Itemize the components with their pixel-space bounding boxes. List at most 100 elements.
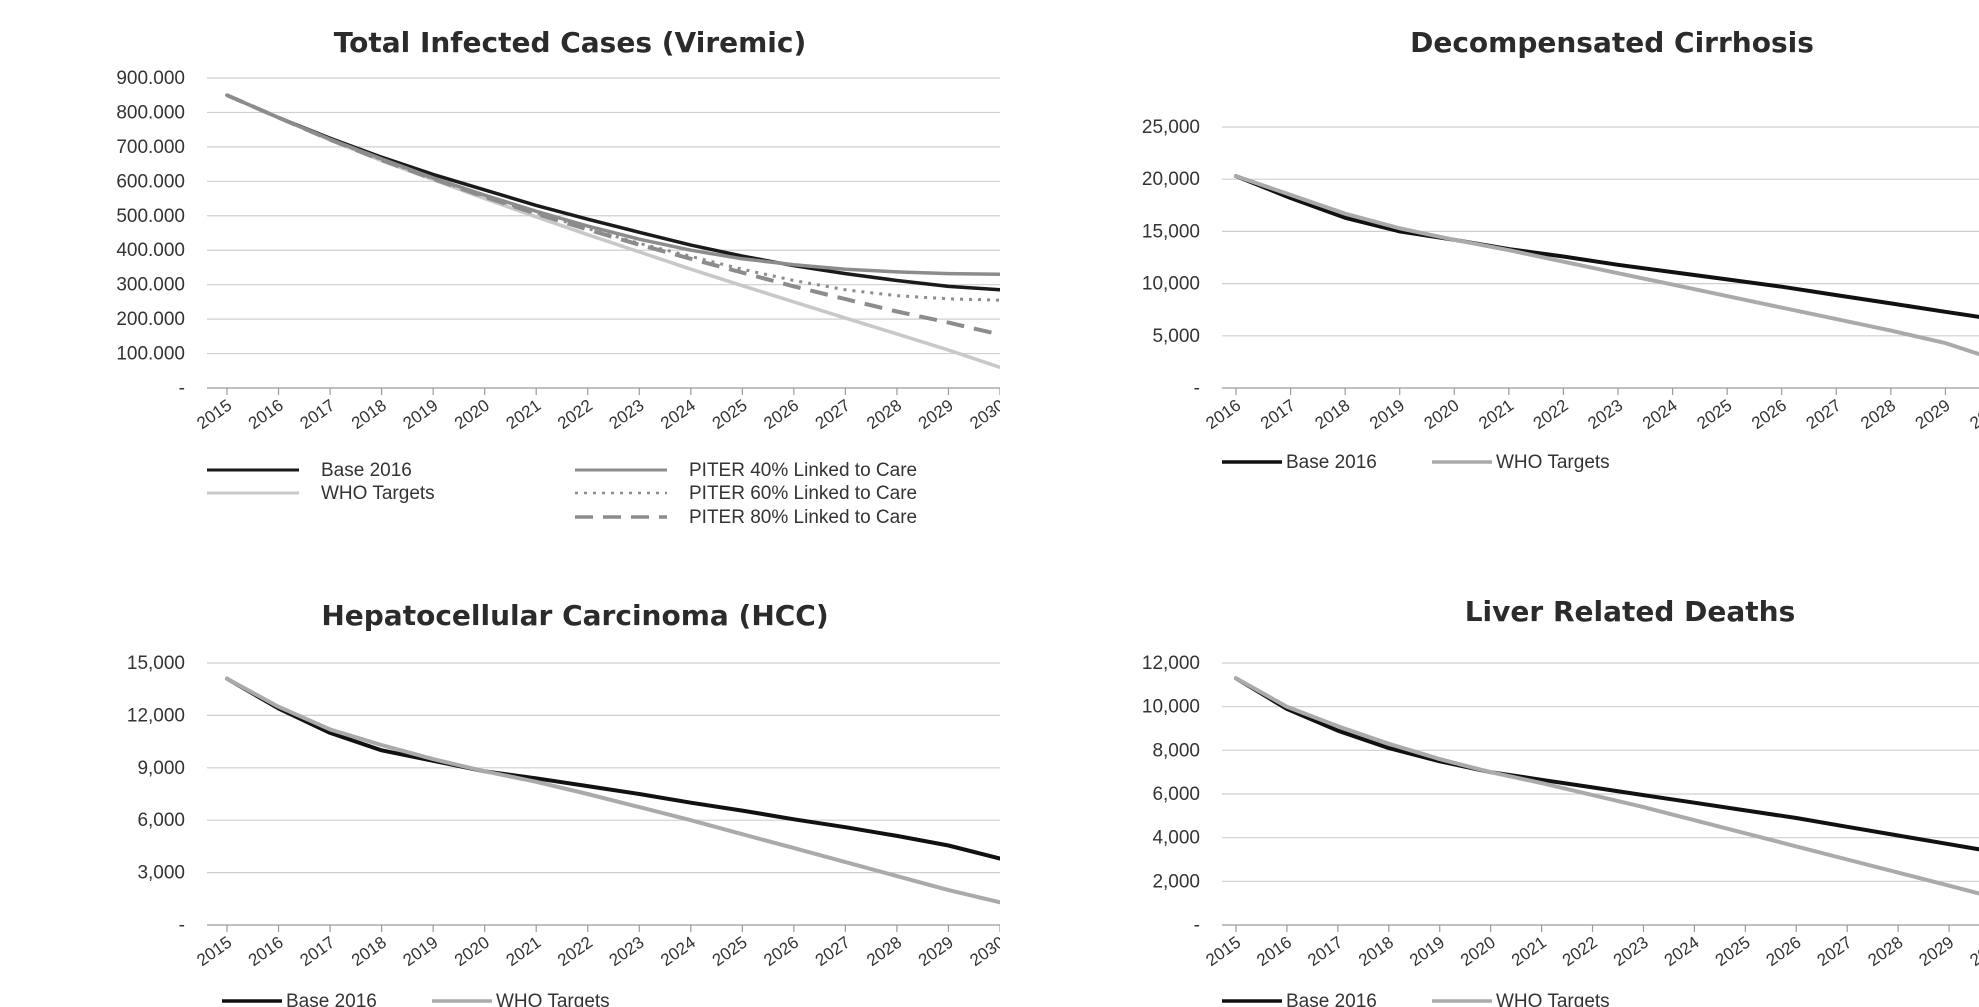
chart-svg: Hepatocellular Carcinoma (HCC) - 3,000 6,00…: [127, 599, 1000, 1007]
series-line-piter-60-linked-to-care: [226, 93, 1000, 302]
x-tick-label: 2016: [1202, 396, 1244, 433]
y-tick-label: 9,000: [137, 758, 185, 779]
chart-svg: Decompensated Cirrhosis - 5,000 10,000 15,00…: [1142, 26, 1979, 473]
chart-title: Hepatocellular Carcinoma (HCC): [321, 599, 828, 632]
x-tick-label: 2025: [709, 396, 751, 433]
x-tick-label: 2027: [1803, 396, 1845, 433]
x-tick-label: 2021: [1475, 396, 1517, 433]
x-tick-label: 2026: [1763, 933, 1805, 970]
x-tick-label: 2021: [503, 396, 545, 433]
chart-liver-related-deaths: Liver Related Deaths - 2,000 4,000 6,000 8,00…: [1000, 545, 1979, 1007]
x-tick-label: 2030: [966, 396, 1000, 433]
y-tick-label: 5,000: [1152, 326, 1200, 347]
x-tick-label: 2019: [400, 933, 442, 970]
x-tick-label: 2029: [1915, 933, 1957, 970]
y-tick-label: 10,000: [1142, 697, 1200, 718]
series-line-base-2016: [225, 676, 1000, 861]
chart-total-infected: Total Infected Cases (Viremic) - 100.000 20…: [0, 0, 1000, 545]
x-tick-label: 2027: [812, 933, 854, 970]
y-tick-label: -: [179, 915, 185, 936]
series-line-piter-80-linked-to-care: [226, 93, 1000, 337]
legend-label: Base 2016: [1286, 452, 1377, 473]
x-tick-label: 2029: [915, 396, 957, 433]
chart-svg: Total Infected Cases (Viremic) - 100.000 20…: [116, 26, 1000, 528]
x-tick-label: 2020: [1457, 933, 1499, 970]
x-tick-label: 2030: [1966, 933, 1979, 970]
x-tick-label: 2019: [400, 396, 442, 433]
x-tick-label: 2020: [1421, 396, 1463, 433]
x-tick-label: 2028: [1865, 933, 1907, 970]
legend-label: Base 2016: [321, 460, 412, 481]
x-tick-label: 2028: [863, 933, 905, 970]
y-tick-label: -: [179, 378, 185, 399]
x-tick-label: 2028: [863, 396, 905, 433]
y-tick-label: 500.000: [116, 206, 185, 227]
x-tick-label: 2030: [966, 933, 1000, 970]
chart-decompensated-cirrhosis: Decompensated Cirrhosis - 5,000 10,000 15,00…: [1000, 0, 1979, 545]
x-tick-label: 2024: [1639, 396, 1681, 433]
x-tick-label: 2016: [1253, 933, 1295, 970]
x-tick-label: 2021: [1508, 933, 1550, 970]
y-tick-label: 15,000: [127, 653, 185, 674]
x-tick-label: 2017: [1304, 933, 1346, 970]
y-tick-label: 100.000: [116, 344, 185, 365]
y-tick-label: 8,000: [1152, 740, 1200, 761]
x-tick-label: 2026: [760, 933, 802, 970]
series-line-base-2016: [1234, 676, 1979, 852]
x-tick-label: 2023: [606, 396, 648, 433]
legend-label: PITER 60% Linked to Care: [689, 483, 917, 504]
x-tick-label: 2025: [1712, 933, 1754, 970]
x-tick-label: 2025: [1694, 396, 1736, 433]
y-tick-label: 300.000: [116, 275, 185, 296]
x-tick-label: 2028: [1857, 396, 1899, 433]
legend-label: WHO Targets: [1496, 452, 1610, 473]
series-line-who-targets: [1234, 174, 1979, 357]
x-tick-label: 2022: [1559, 933, 1601, 970]
y-tick-label: 4,000: [1152, 828, 1200, 849]
chart-title: Total Infected Cases (Viremic): [334, 26, 807, 59]
legend-label: WHO Targets: [1496, 991, 1610, 1007]
series-line-piter-40-linked-to-care: [225, 93, 1000, 277]
series-line-base-2016: [225, 93, 1000, 292]
y-tick-label: 6,000: [137, 810, 185, 831]
y-tick-label: 12,000: [1142, 653, 1200, 674]
legend-label: PITER 40% Linked to Care: [689, 460, 917, 481]
x-tick-label: 2019: [1366, 396, 1408, 433]
x-tick-label: 2015: [1202, 933, 1244, 970]
x-tick-label: 2019: [1406, 933, 1448, 970]
x-tick-label: 2015: [193, 396, 235, 433]
x-tick-label: 2020: [451, 396, 493, 433]
y-tick-label: 200.000: [116, 309, 185, 330]
x-tick-label: 2016: [245, 396, 287, 433]
series-line-who-targets: [225, 676, 1000, 905]
legend-label: WHO Targets: [496, 991, 610, 1007]
x-tick-label: 2021: [503, 933, 545, 970]
y-tick-label: 20,000: [1142, 169, 1200, 190]
x-tick-label: 2029: [1912, 396, 1954, 433]
x-tick-label: 2015: [193, 933, 235, 970]
y-tick-label: 900.000: [116, 68, 185, 89]
legend-label: Base 2016: [1286, 991, 1377, 1007]
x-tick-label: 2022: [554, 396, 596, 433]
x-tick-label: 2022: [1530, 396, 1572, 433]
x-tick-label: 2029: [915, 933, 957, 970]
y-tick-label: 800.000: [116, 102, 185, 123]
x-tick-label: 2016: [245, 933, 287, 970]
x-tick-label: 2023: [606, 933, 648, 970]
x-tick-label: 2024: [1661, 933, 1703, 970]
x-tick-label: 2024: [657, 933, 699, 970]
x-tick-label: 2017: [296, 396, 338, 433]
x-tick-label: 2018: [348, 396, 390, 433]
chart-title: Decompensated Cirrhosis: [1410, 26, 1814, 59]
y-tick-label: 3,000: [137, 863, 185, 884]
y-tick-label: -: [1194, 915, 1200, 936]
series-line-who-targets: [1234, 676, 1979, 896]
x-tick-label: 2027: [812, 396, 854, 433]
series-line-base-2016: [1234, 174, 1979, 319]
y-tick-label: 600.000: [116, 171, 185, 192]
x-tick-label: 2017: [1257, 396, 1299, 433]
legend-label: WHO Targets: [321, 483, 435, 504]
x-tick-label: 2018: [348, 933, 390, 970]
x-tick-label: 2022: [554, 933, 596, 970]
x-tick-label: 2026: [1748, 396, 1790, 433]
